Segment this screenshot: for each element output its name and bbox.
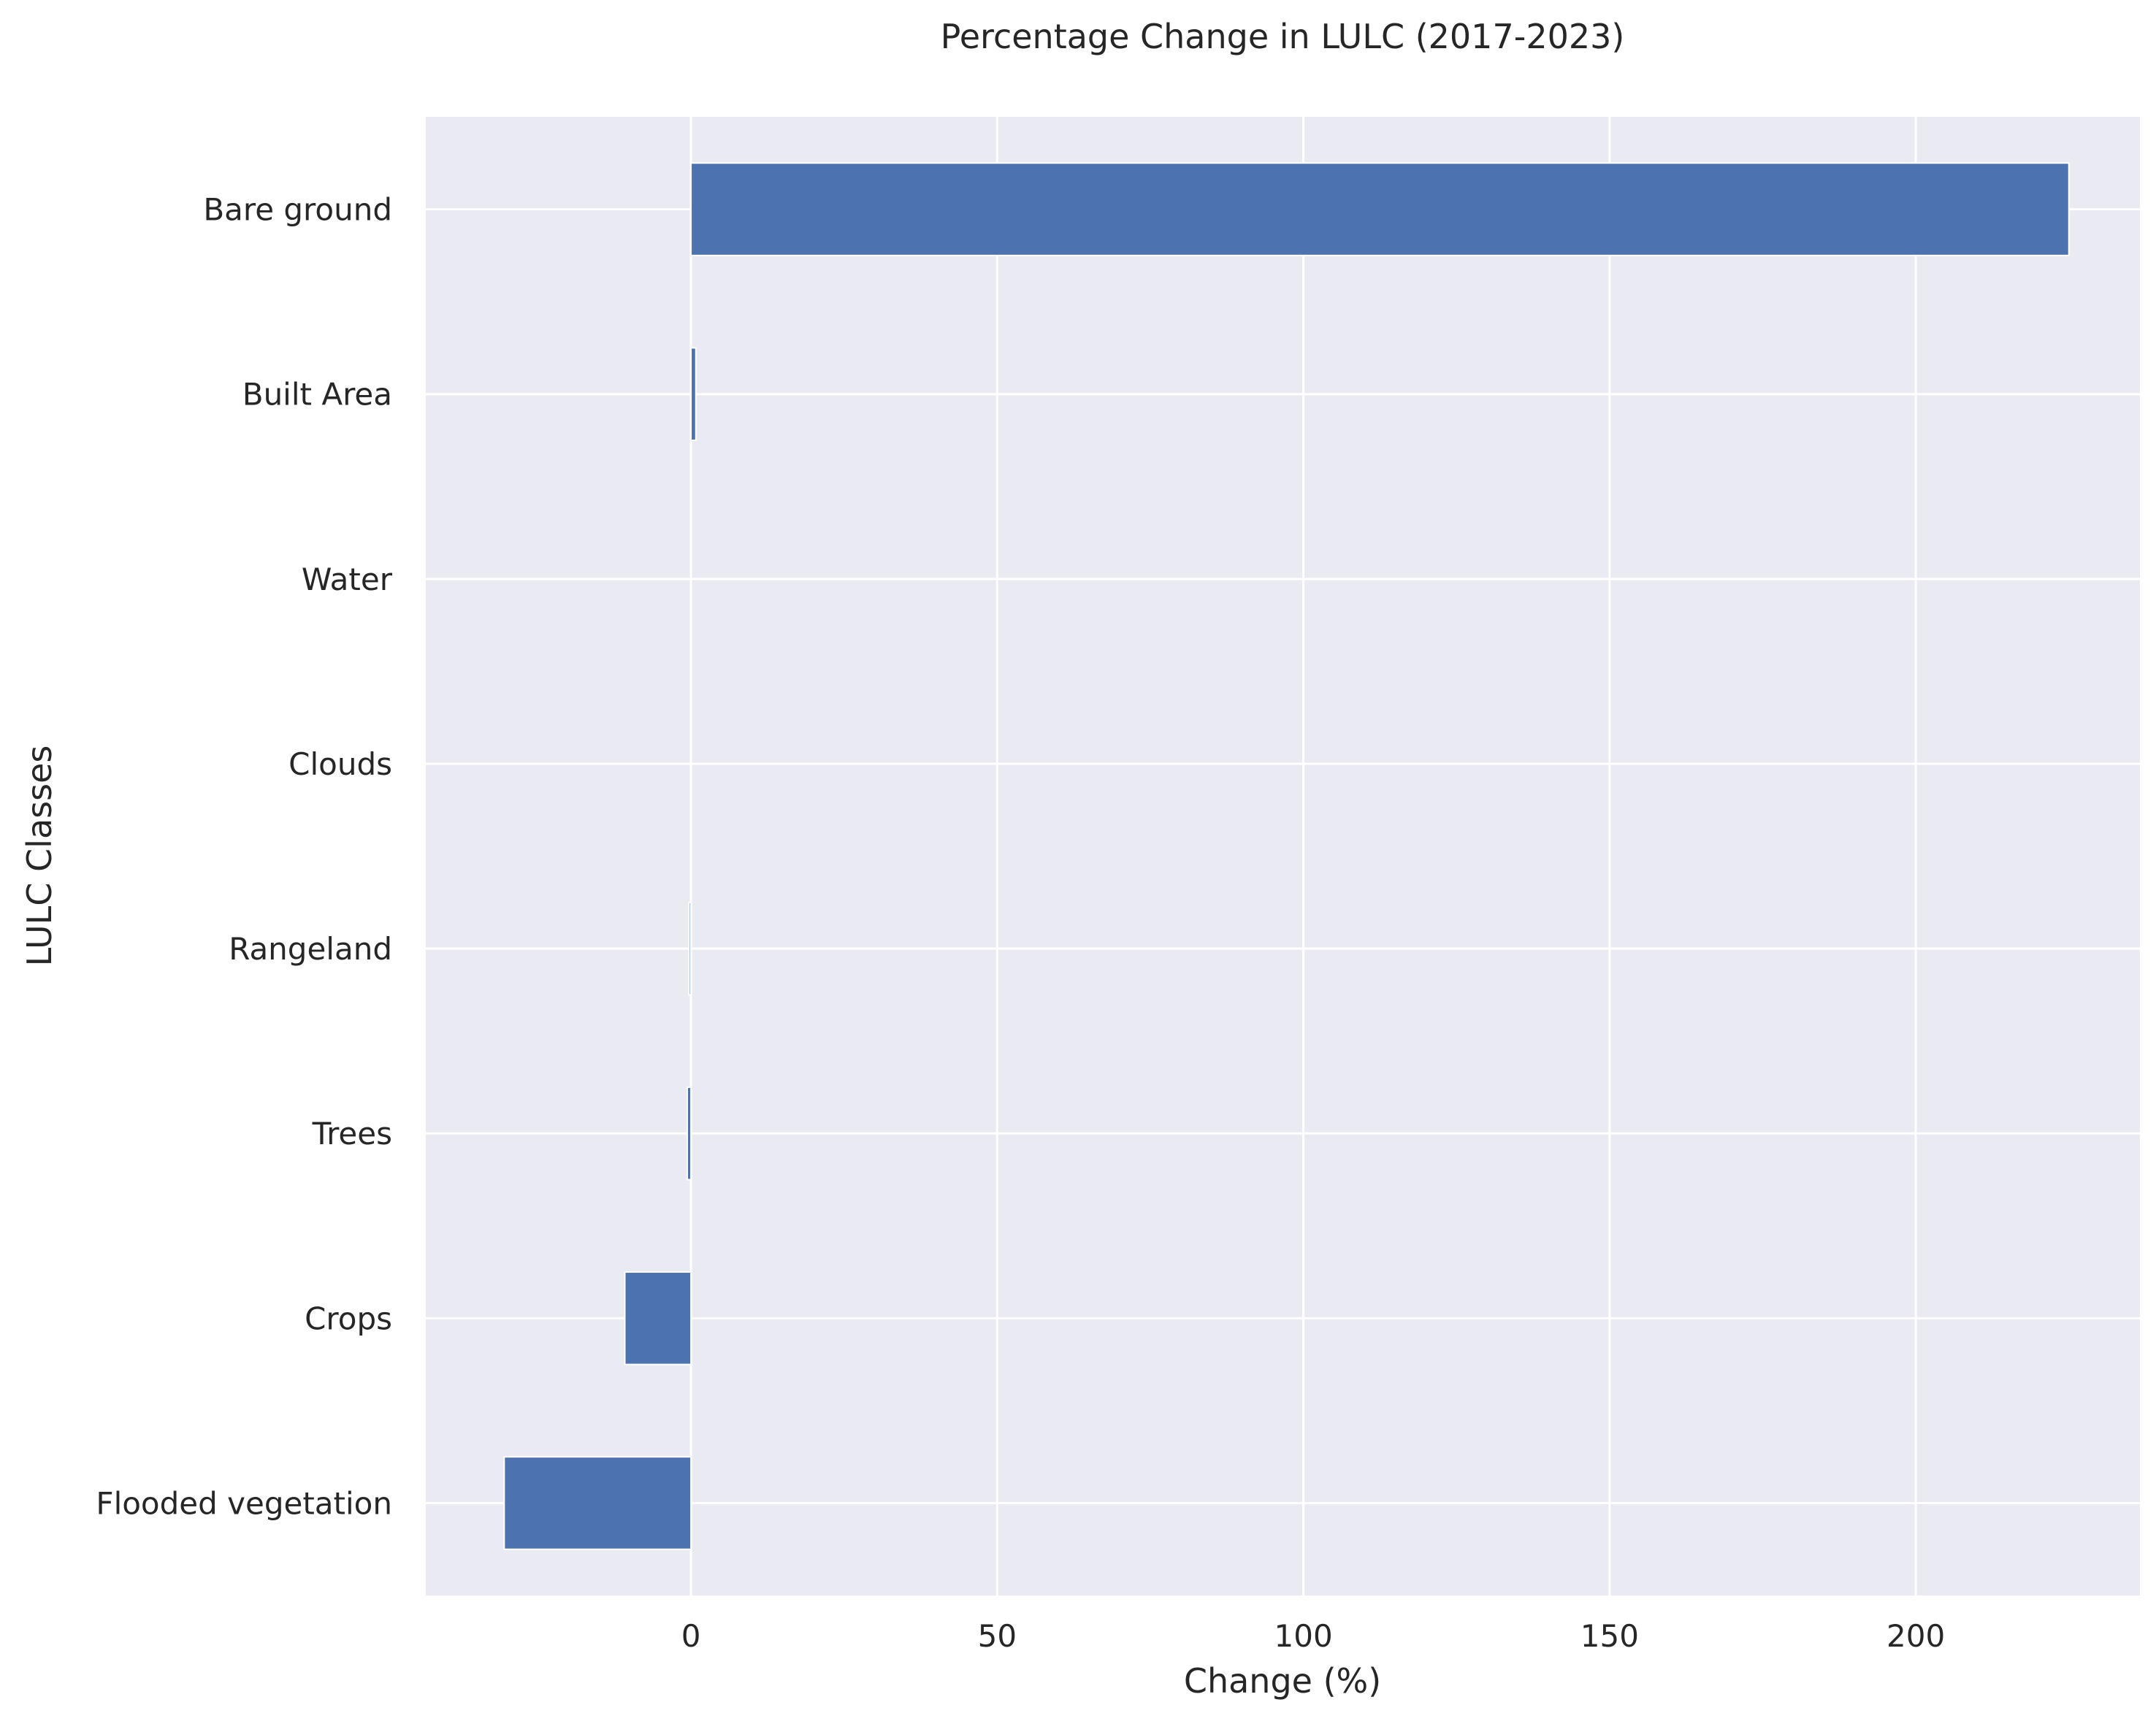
y-tick-label: Rangeland [229, 931, 392, 967]
y-tick-labels: Flooded vegetation Crops Trees Rangeland Clo… [96, 192, 392, 1522]
y-tick-label: Trees [312, 1116, 392, 1152]
bar-layer [503, 162, 2070, 1550]
y-tick-label: Water [302, 562, 393, 597]
y-tick-label: Bare ground [203, 192, 392, 228]
chart-title: Percentage Change in LULC (2017-2023) [941, 17, 1625, 56]
x-tick-labels: 0 50 100 150 200 [681, 1618, 1945, 1654]
y-tick-label: Flooded vegetation [96, 1485, 392, 1521]
y-tick-label: Crops [305, 1300, 392, 1336]
y-tick-label: Built Area [242, 377, 392, 413]
x-tick-label: 200 [1886, 1618, 1945, 1654]
bar-crops [624, 1271, 692, 1365]
bar-trees [687, 1086, 692, 1181]
y-tick-label: Clouds [288, 746, 392, 782]
x-tick-label: 0 [681, 1618, 701, 1654]
x-axis-label: Change (%) [1184, 1661, 1381, 1701]
x-tick-label: 100 [1274, 1618, 1333, 1654]
bar-bare-ground [690, 162, 2070, 256]
bar-flooded-vegetation [503, 1456, 692, 1550]
x-tick-label: 50 [978, 1618, 1017, 1654]
y-axis-label: LULC Classes [20, 746, 59, 967]
plot-background [426, 117, 2140, 1595]
bar-built-area [690, 347, 697, 441]
bar-rangeland [688, 901, 692, 996]
x-tick-label: 150 [1580, 1618, 1639, 1654]
